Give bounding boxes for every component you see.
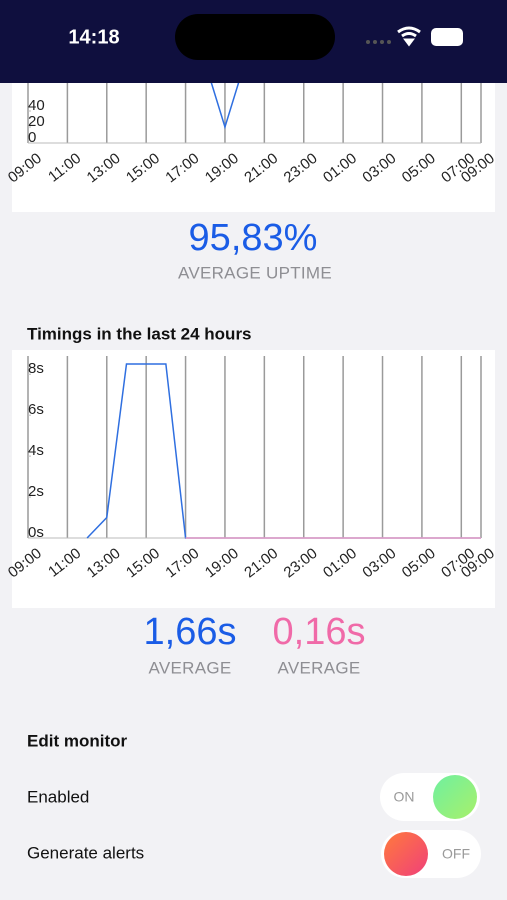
toggle-text: ON (394, 789, 415, 805)
section-title: Edit monitor (27, 731, 127, 750)
signal (366, 40, 391, 44)
clock: 14:18 (68, 26, 119, 48)
y-tick-label: 0s (28, 524, 44, 541)
uptime-label: AVERAGE UPTIME (178, 263, 332, 282)
uptime-card (12, 60, 495, 212)
average-value: 0,16s (273, 611, 366, 653)
timings-card (12, 350, 495, 608)
toggle[interactable]: ON (380, 773, 480, 821)
y-tick-label: 0 (28, 129, 36, 146)
battery (431, 28, 463, 46)
y-tick-label: 2s (28, 483, 44, 500)
toggle-knob (384, 832, 428, 876)
uptime-value: 95,83% (189, 217, 318, 259)
y-tick-label: 4s (28, 442, 44, 459)
row-label: Enabled (27, 787, 89, 806)
y-tick-label: 20 (28, 113, 45, 130)
toggle-text: OFF (442, 846, 470, 862)
toggle[interactable]: OFF (381, 830, 481, 878)
y-tick-label: 6s (28, 401, 44, 418)
dynamic-island (175, 14, 335, 60)
y-tick-label: 8s (28, 360, 44, 377)
section-title: Timings in the last 24 hours (27, 324, 252, 343)
average-value: 1,66s (144, 611, 237, 653)
wifi (397, 26, 421, 47)
toggle-knob (433, 775, 477, 819)
average-label: AVERAGE (277, 658, 360, 677)
average-label: AVERAGE (148, 658, 231, 677)
row-label: Generate alerts (27, 843, 144, 862)
y-tick-label: 40 (28, 97, 45, 114)
